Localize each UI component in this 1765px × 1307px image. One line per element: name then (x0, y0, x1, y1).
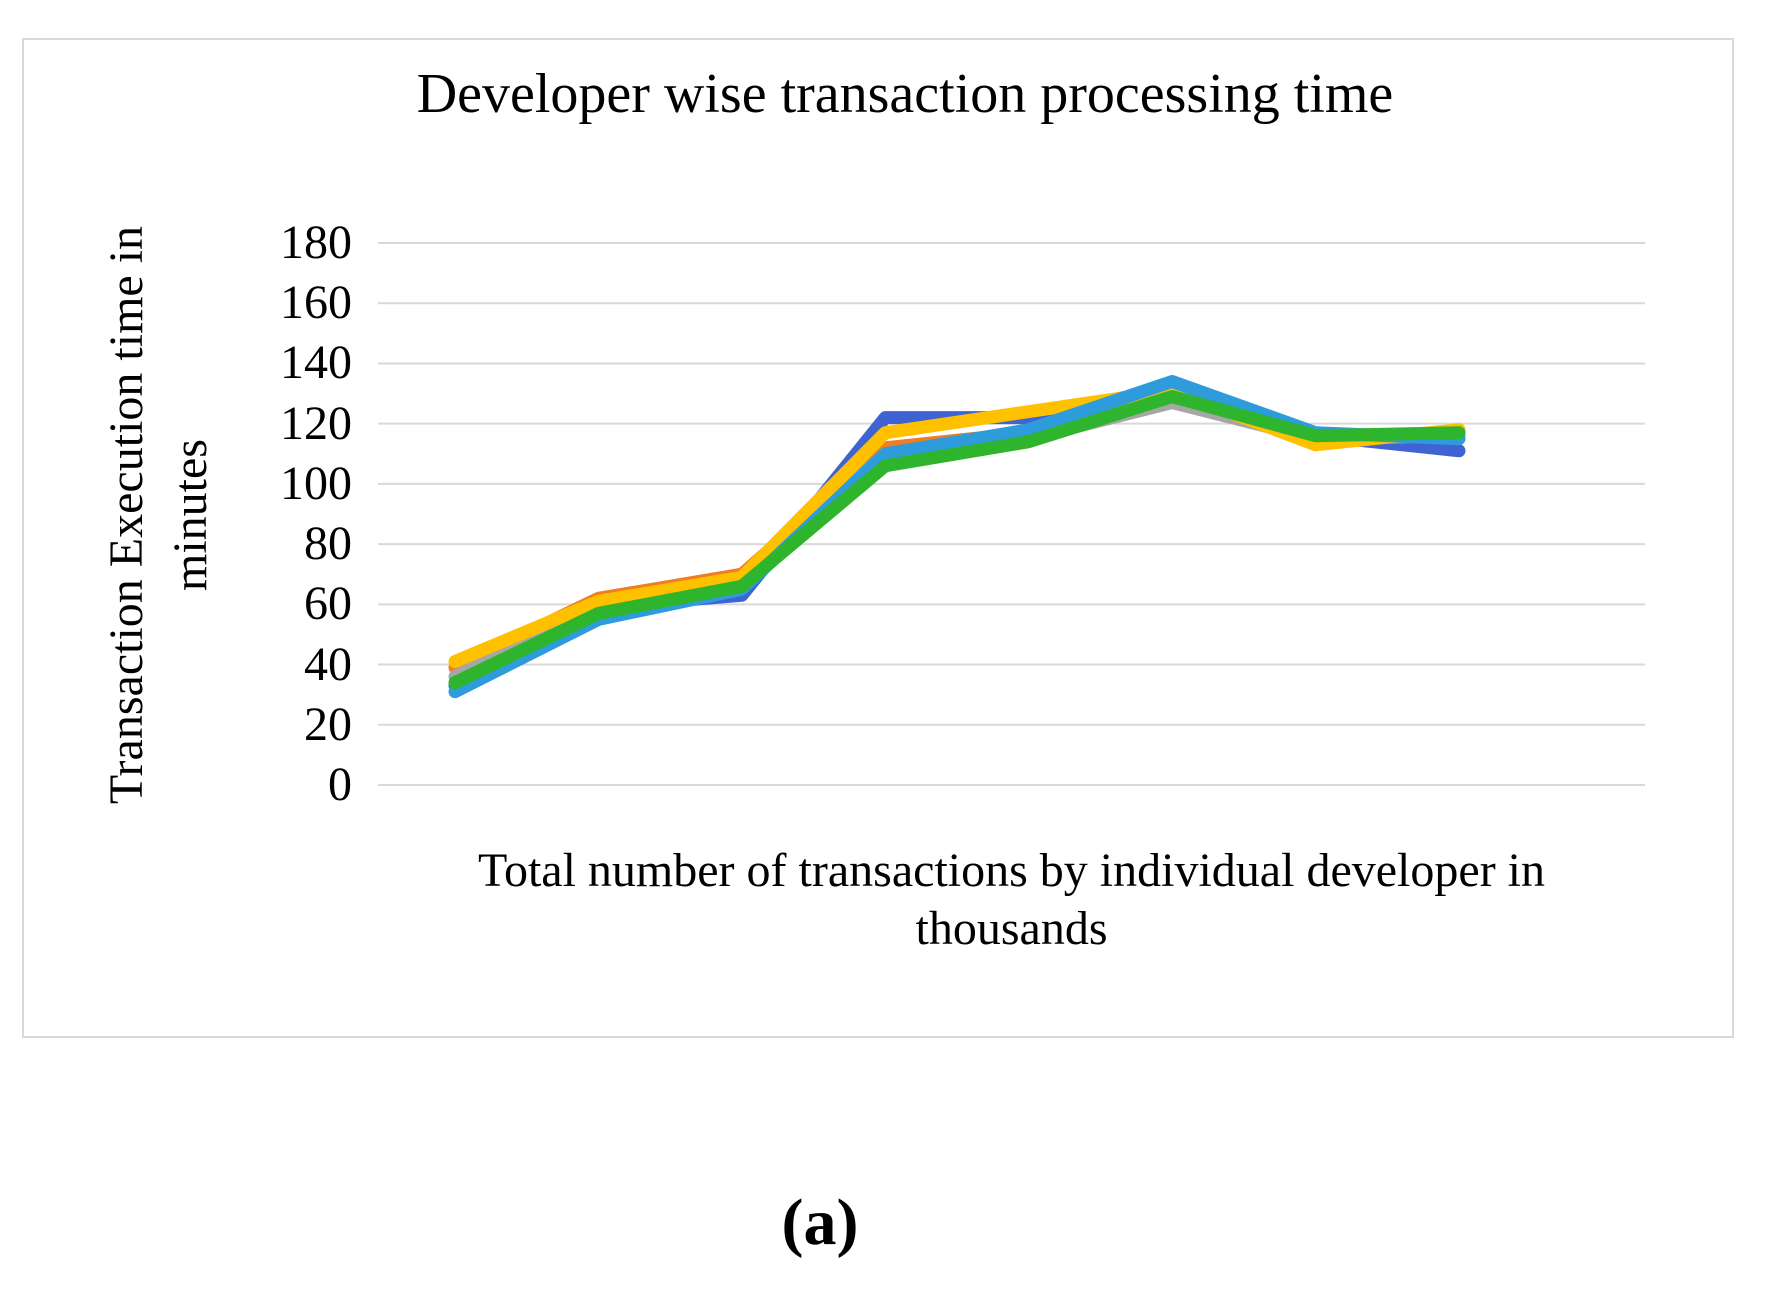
y-tick-label: 100 (280, 456, 352, 510)
series-line-series-6 (448, 390, 1466, 690)
y-tick-label: 120 (280, 396, 352, 450)
gridlines (378, 242, 1645, 786)
chart-frame (22, 38, 1734, 1038)
x-axis-title-line1: Total number of transactions by individu… (477, 844, 1546, 897)
y-tick-label: 80 (304, 517, 352, 571)
y-tick-label: 60 (304, 577, 352, 631)
y-tick-label: 140 (280, 336, 352, 390)
x-axis-title: Total number of transactions by individu… (378, 842, 1645, 958)
y-tick-label: 0 (328, 758, 352, 811)
chart-title: Developer wise transaction processing ti… (416, 63, 1394, 125)
y-tick-label: 160 (280, 276, 352, 330)
x-axis-title-line2: thousands (915, 902, 1108, 955)
panel-label: (a) (781, 1186, 859, 1259)
y-tick-label: 40 (304, 637, 352, 691)
y-tick-label: 180 (280, 216, 352, 269)
y-tick-label: 20 (304, 697, 352, 751)
series-lines (448, 375, 1466, 699)
